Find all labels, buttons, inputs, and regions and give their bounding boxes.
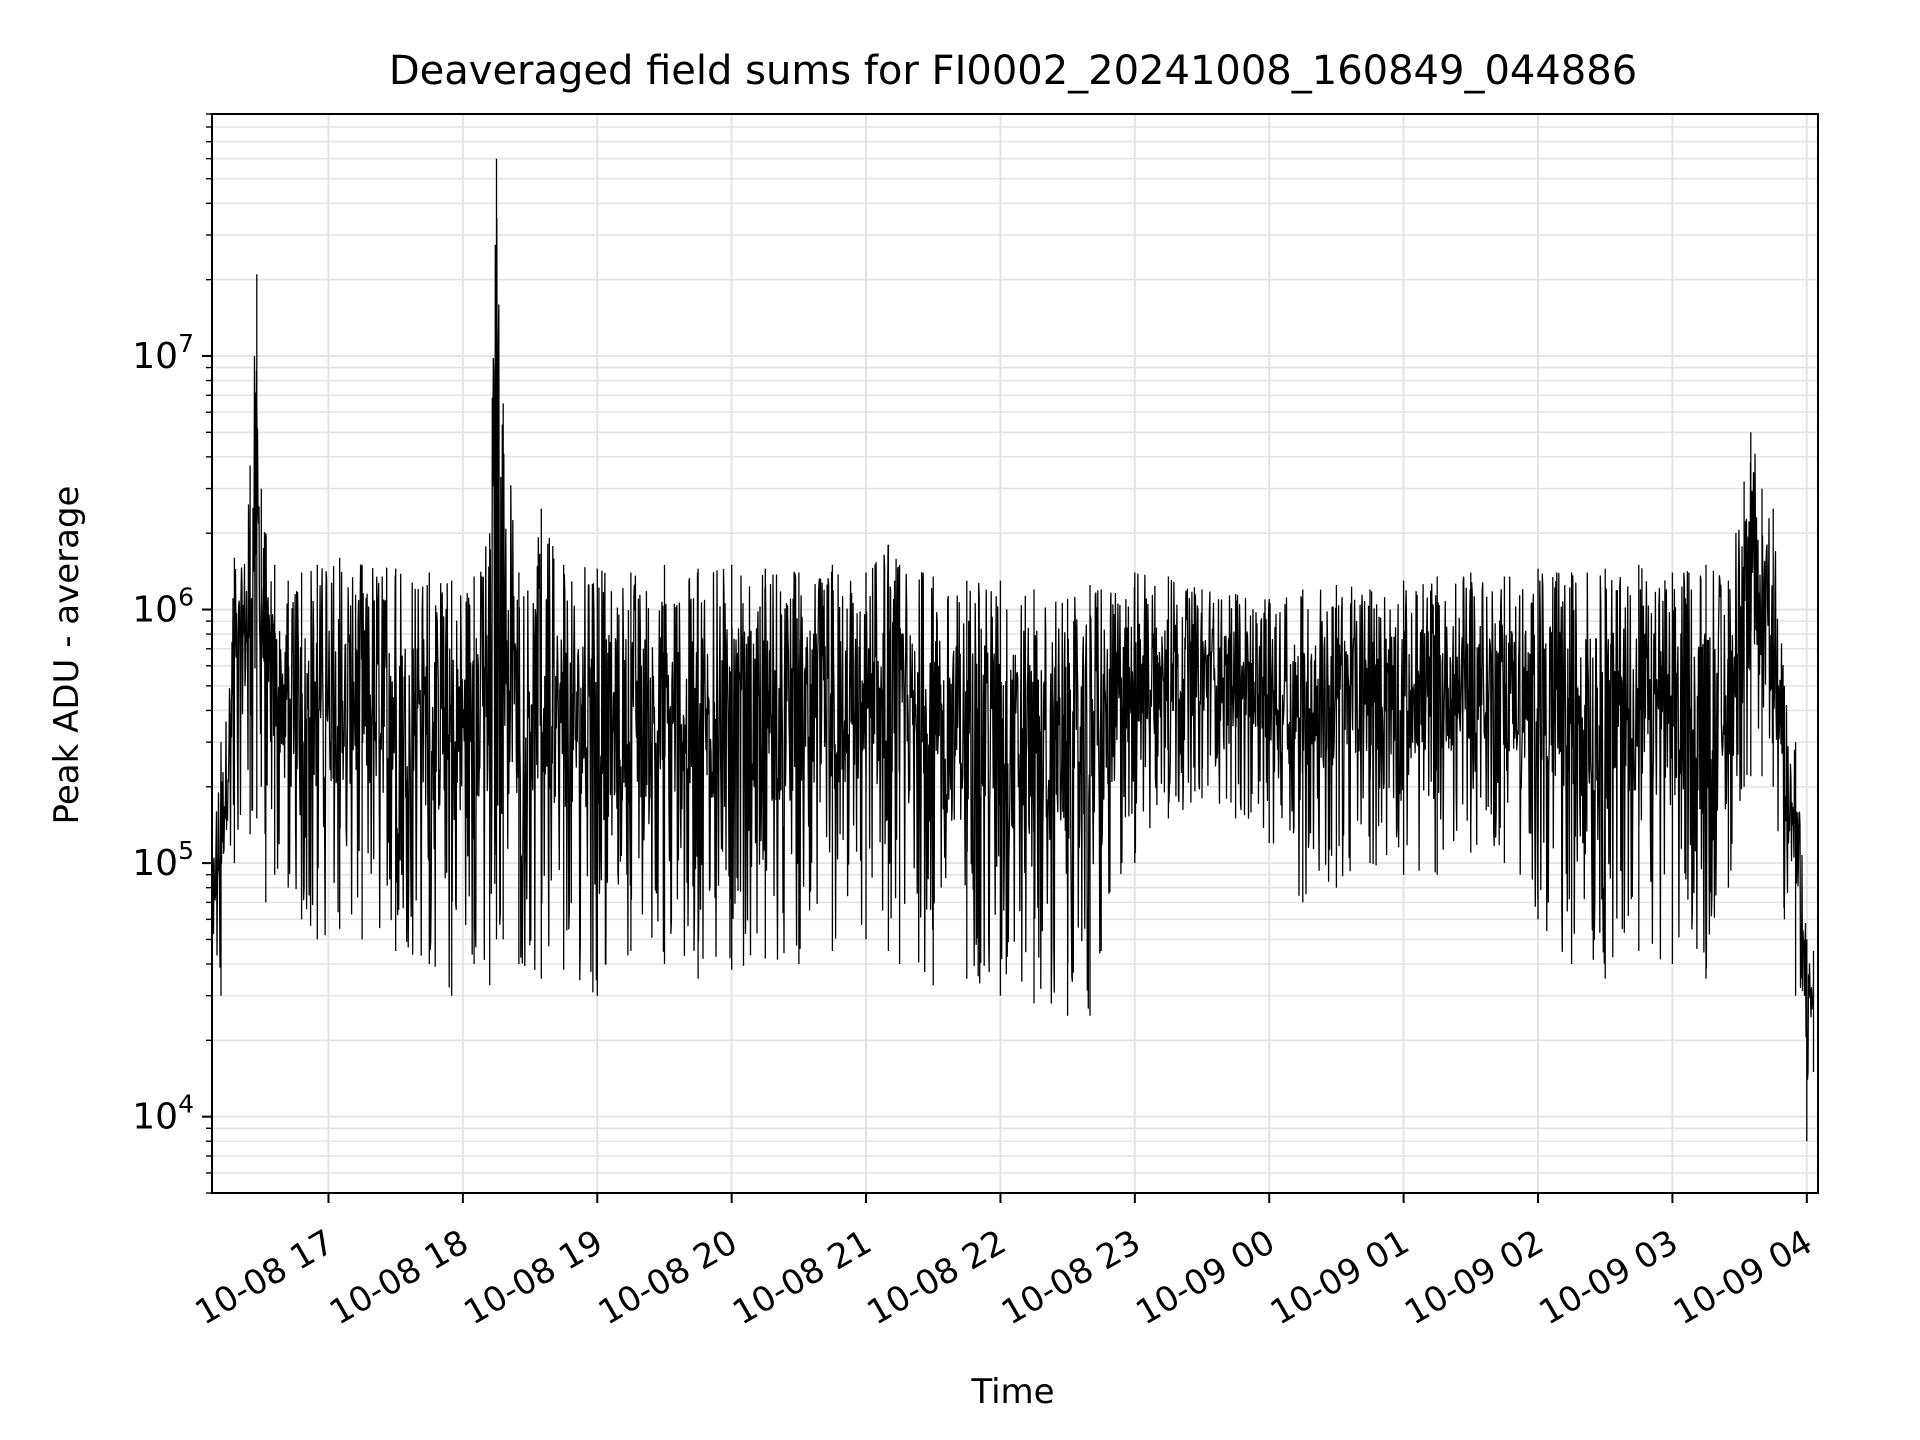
y-tick-label: 104 [132,1090,194,1138]
plot-frame [211,113,1819,1194]
y-tick-label: 106 [132,583,194,631]
plot-area [212,158,1815,1142]
chart-title: Deaveraged field sums for FI0002_2024100… [389,48,1637,94]
y-tick-label: 105 [132,836,194,884]
y-tick-label: 107 [132,329,194,377]
x-axis-label: Time [970,1372,1054,1412]
series-line [212,158,1815,1142]
y-axis-label: Peak ADU - average [47,486,87,825]
